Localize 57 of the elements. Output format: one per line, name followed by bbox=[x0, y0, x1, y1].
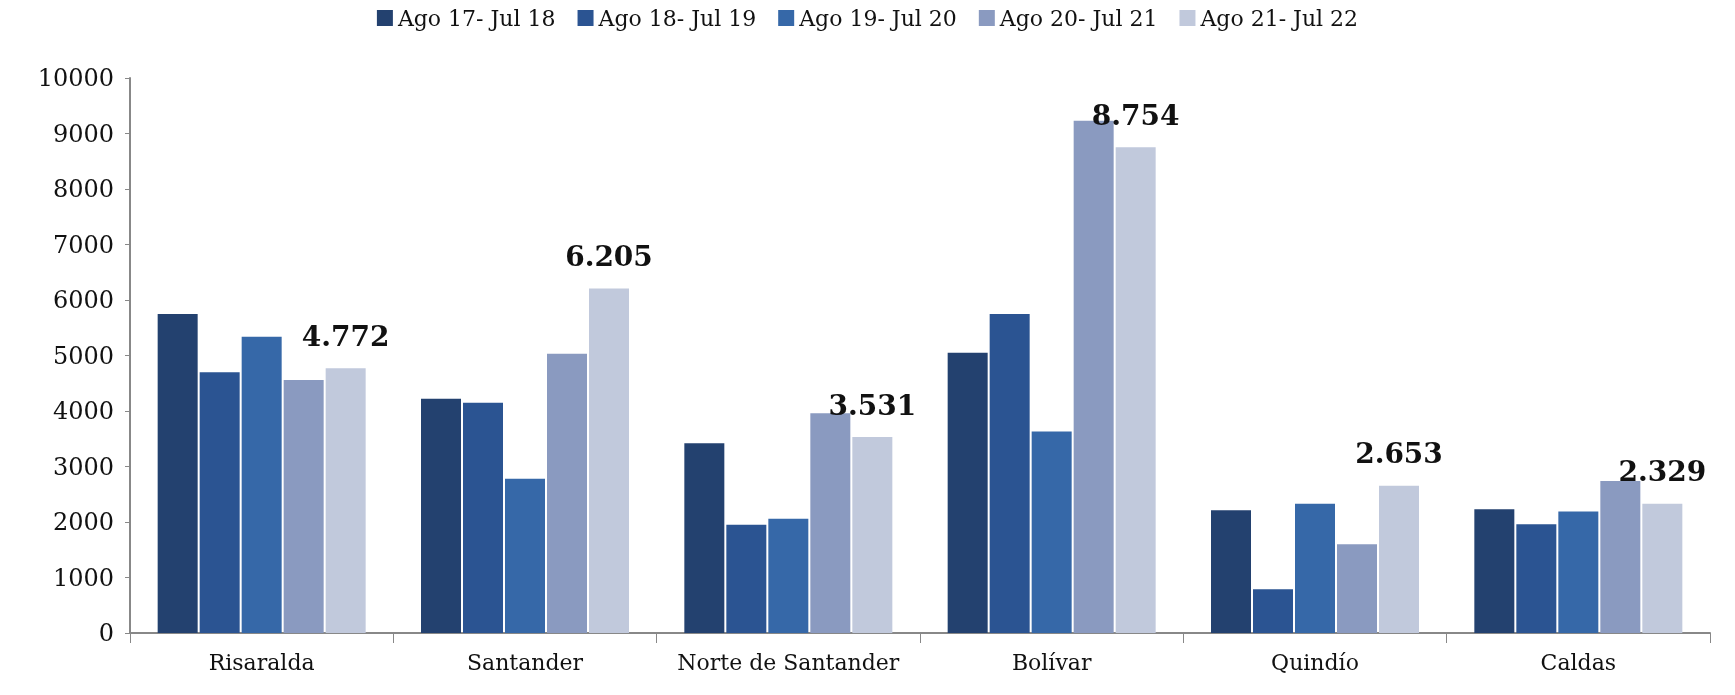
y-tick-label: 3000 bbox=[52, 452, 114, 481]
bar bbox=[1031, 431, 1072, 633]
y-tick-label: 6000 bbox=[52, 286, 114, 314]
bar bbox=[463, 402, 503, 633]
y-tick-label: 5000 bbox=[52, 341, 114, 370]
bar bbox=[684, 443, 725, 633]
x-tick-label: Risaralda bbox=[208, 649, 315, 675]
x-tick-label: Norte de Santander bbox=[677, 649, 900, 675]
bar bbox=[199, 372, 240, 633]
y-tick-label: 8000 bbox=[52, 175, 114, 203]
data-label: 2.329 bbox=[1618, 455, 1707, 489]
legend-label: Ago 21- Jul 22 bbox=[1199, 5, 1359, 31]
data-label: 8.754 bbox=[1091, 98, 1180, 132]
legend-label: Ago 17- Jul 18 bbox=[396, 5, 556, 31]
legend-label: Ago 20- Jul 21 bbox=[998, 5, 1158, 31]
data-label: 4.772 bbox=[301, 319, 390, 353]
bar bbox=[1337, 544, 1377, 633]
data-label: 2.653 bbox=[1355, 437, 1443, 471]
bar bbox=[1516, 524, 1557, 633]
y-tick-label: 10000 bbox=[37, 64, 114, 92]
y-tick-label: 0 bbox=[98, 619, 114, 647]
y-tick-label: 7000 bbox=[52, 230, 114, 259]
bar bbox=[505, 478, 545, 633]
x-tick-label: Santander bbox=[466, 649, 584, 675]
bar bbox=[241, 336, 282, 633]
bar bbox=[283, 379, 324, 633]
bar bbox=[810, 413, 851, 633]
x-tick-label: Quindío bbox=[1271, 649, 1359, 675]
bar bbox=[726, 524, 767, 633]
y-tick-label: 1000 bbox=[52, 563, 114, 592]
bar bbox=[547, 353, 587, 633]
bar bbox=[1642, 503, 1683, 633]
data-label: 3.531 bbox=[828, 388, 917, 422]
bar bbox=[421, 398, 461, 633]
y-tick-label: 2000 bbox=[52, 508, 114, 536]
bar bbox=[1211, 510, 1251, 633]
bar bbox=[1600, 480, 1641, 633]
bar bbox=[589, 288, 629, 633]
x-tick-label: Caldas bbox=[1540, 649, 1617, 675]
bar bbox=[1474, 509, 1515, 633]
data-label: 6.205 bbox=[565, 240, 653, 274]
x-tick-label: Bolívar bbox=[1011, 649, 1092, 675]
bar bbox=[768, 518, 809, 633]
legend-label: Ago 19- Jul 20 bbox=[798, 5, 957, 31]
bar bbox=[1115, 147, 1156, 633]
bar bbox=[157, 313, 198, 633]
bar bbox=[1379, 485, 1419, 633]
bar bbox=[1295, 503, 1335, 633]
bar bbox=[989, 313, 1030, 633]
bar bbox=[1253, 589, 1293, 633]
y-tick-label: 4000 bbox=[52, 397, 114, 425]
bar bbox=[1558, 511, 1599, 633]
bar bbox=[947, 352, 988, 633]
bar bbox=[852, 437, 893, 633]
y-tick-label: 9000 bbox=[52, 119, 114, 148]
bar bbox=[325, 368, 366, 633]
legend-label: Ago 18- Jul 19 bbox=[597, 5, 757, 31]
